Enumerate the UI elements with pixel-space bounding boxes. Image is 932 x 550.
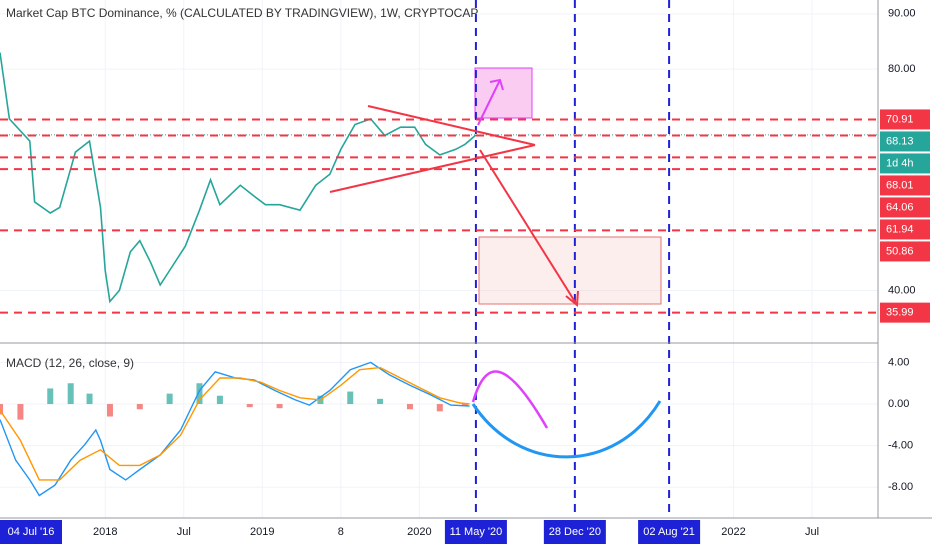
countdown-label: 1d 4h: [886, 157, 914, 169]
x-tick-label: 28 Dec '20: [549, 526, 601, 538]
arrow-head: [489, 78, 504, 91]
projection-box: [474, 67, 533, 119]
histogram-bar: [461, 404, 468, 407]
macd-line: [0, 366, 470, 481]
x-tick-label: 2020: [407, 526, 431, 538]
x-tick-box: [444, 520, 507, 544]
price-line: [0, 52, 477, 304]
level-label: 61.94: [886, 223, 914, 235]
level-label-box: [880, 241, 930, 262]
triangle-pattern: [329, 105, 579, 307]
up-arrow: [477, 78, 504, 126]
trend-line: [329, 144, 536, 193]
histogram-bar: [17, 404, 24, 420]
level-label: 68.01: [886, 179, 914, 191]
histogram-bar: [166, 393, 173, 405]
histogram-bar: [86, 393, 93, 405]
histogram-bar: [106, 404, 113, 417]
level-label: 70.91: [886, 113, 914, 125]
histogram-bar: [406, 404, 413, 410]
level-label: 35.99: [886, 307, 914, 319]
x-tick-label: 02 Aug '21: [643, 526, 695, 538]
x-tick-label: 2019: [250, 526, 274, 538]
histogram-bar: [347, 391, 354, 405]
histogram-bar: [196, 383, 203, 405]
level-label: 50.86: [886, 245, 914, 257]
labels: 40.00 80.00 90.00 2018 Jul 2019 8 2020 11 May '2…: [0, 8, 930, 544]
histogram-bar: [136, 404, 143, 410]
y-tick-label: 90.00: [888, 8, 916, 20]
histogram-bar: [67, 383, 74, 405]
histogram-bar: [276, 404, 283, 409]
grid: [0, 0, 878, 518]
x-tick-label: 11 May '20: [450, 526, 503, 538]
x-tick-label: 2022: [721, 526, 745, 538]
y-tick-label: 4.00: [888, 356, 909, 368]
y-tick-label: -8.00: [888, 481, 913, 493]
arrow-head: [565, 290, 579, 307]
level-label-box: [880, 109, 930, 130]
x-tick-box: [638, 520, 701, 544]
plot: [0, 0, 878, 518]
macd-projection: [471, 370, 549, 429]
y-tick-label: 40.00: [888, 284, 916, 296]
histogram-bar: [216, 395, 223, 405]
x-tick-label: Jul: [177, 526, 191, 538]
trend-line: [367, 105, 536, 146]
macd-line: [0, 361, 470, 497]
x-tick-label: 2018: [93, 526, 117, 538]
left-date-label: 04 Jul '16: [8, 526, 55, 538]
level-label-box: [880, 175, 930, 196]
level-label-box: [880, 219, 930, 240]
histogram-bar: [436, 404, 443, 412]
countdown-label-box: [880, 153, 930, 174]
y-tick-label: 0.00: [888, 398, 909, 410]
histogram-bar: [0, 404, 3, 415]
x-tick-label: Jul: [805, 526, 819, 538]
current-price-label: 68.13: [886, 135, 914, 147]
histogram-bar: [47, 388, 54, 405]
x-tick-label: 8: [338, 526, 344, 538]
level-label-box: [880, 197, 930, 218]
y-tick-label: 80.00: [888, 63, 916, 75]
y-tick-label: -4.00: [888, 440, 913, 452]
arrow: [477, 79, 501, 126]
arrow: [479, 149, 578, 306]
level-label: 64.06: [886, 201, 914, 213]
left-date-box: [0, 520, 62, 544]
macd-title: MACD (12, 26, close, 9): [6, 356, 134, 370]
chart-title: Market Cap BTC Dominance, % (CALCULATED …: [6, 6, 478, 20]
current-price-label-box: [880, 131, 930, 152]
level-label-box: [880, 302, 930, 323]
histogram-bar: [377, 398, 384, 405]
histogram-bar: [246, 404, 253, 408]
x-tick-box: [543, 520, 606, 544]
macd-projection: [471, 400, 662, 459]
